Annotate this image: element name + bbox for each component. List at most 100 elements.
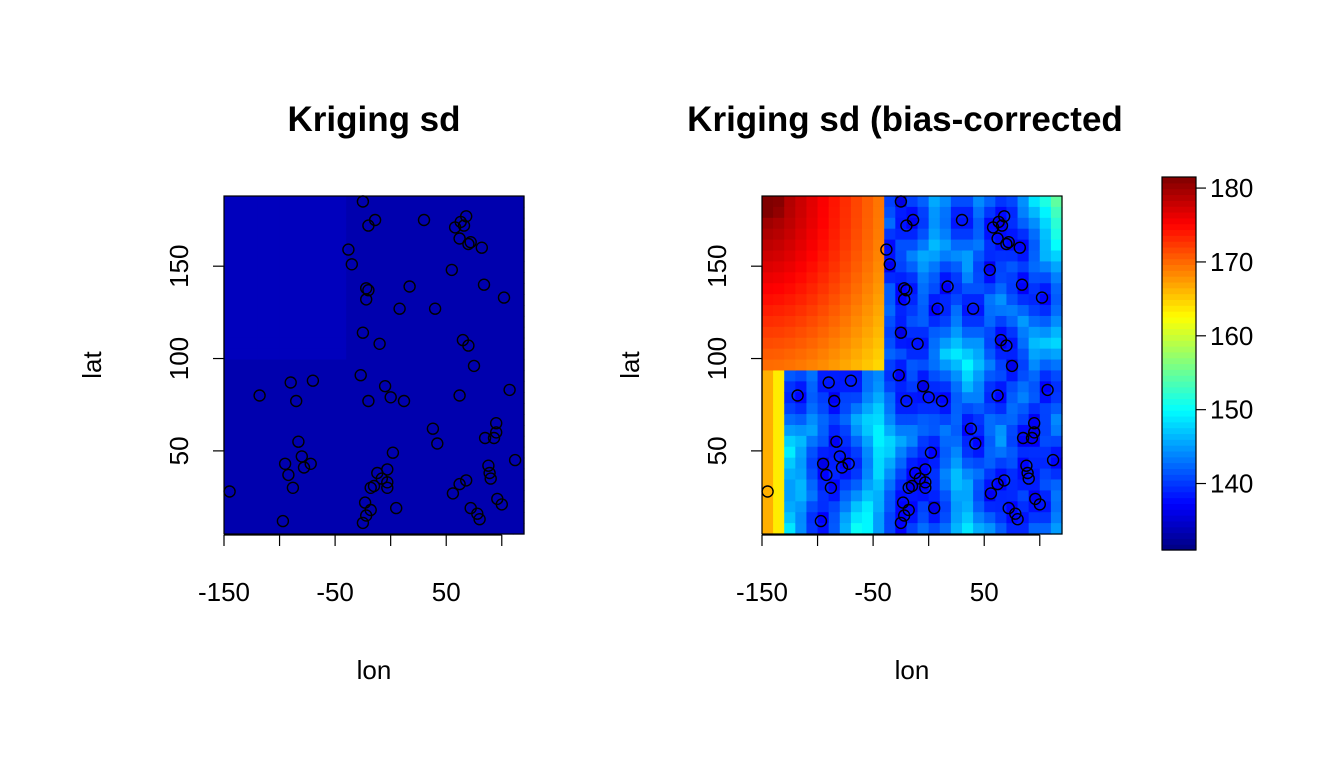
- heatmap-cell: [424, 392, 436, 404]
- heatmap-cell: [1039, 512, 1052, 524]
- heatmap-cell: [357, 403, 370, 415]
- heatmap-cell: [479, 446, 492, 459]
- heatmap-cell: [950, 381, 963, 393]
- heatmap-cell: [784, 326, 796, 339]
- data-point: [475, 241, 488, 254]
- heatmap-cell: [479, 283, 492, 295]
- heatmap-cell: [368, 315, 381, 328]
- heatmap-cell: [773, 206, 785, 219]
- heatmap-cell: [839, 479, 852, 491]
- heatmap-cell: [401, 468, 414, 481]
- heatmap-cell: [784, 348, 796, 361]
- data-point: [966, 302, 980, 315]
- data-point: [984, 487, 998, 500]
- data-point: [483, 466, 496, 480]
- heatmap-cell: [457, 283, 470, 295]
- heatmap-cell: [301, 206, 314, 219]
- heatmap-cell: [906, 348, 919, 361]
- heatmap-cell: [490, 250, 503, 263]
- heatmap-cell: [335, 501, 347, 513]
- heatmap-cell: [335, 479, 347, 491]
- heatmap-cell: [950, 424, 963, 437]
- data-point: [911, 337, 924, 350]
- heatmap-cell: [512, 490, 525, 502]
- heatmap-cell: [850, 512, 863, 524]
- data-point: [894, 326, 908, 339]
- heatmap-cell: [962, 501, 974, 513]
- heatmap-cell: [873, 501, 885, 513]
- heatmap-cell: [390, 359, 403, 372]
- heatmap-cell: [446, 468, 458, 481]
- colorbar-tick-label: 140: [1210, 469, 1253, 499]
- heatmap-cell: [795, 217, 808, 230]
- heatmap-cell: [1050, 326, 1063, 339]
- heatmap-cell: [435, 250, 447, 263]
- data-point: [490, 426, 503, 439]
- data-point: [477, 278, 491, 291]
- heatmap-cell: [512, 294, 525, 306]
- heatmap-cell: [862, 250, 874, 263]
- heatmap-cell: [862, 457, 874, 470]
- heatmap-cell: [939, 468, 952, 481]
- heatmap-cell: [973, 501, 985, 513]
- heatmap-cell: [224, 446, 236, 459]
- heatmap-cell: [501, 196, 514, 208]
- heatmap-cell: [1050, 337, 1063, 350]
- heatmap-cell: [873, 370, 885, 382]
- heatmap-cell: [424, 206, 436, 219]
- heatmap-cell: [457, 468, 470, 481]
- heatmap-cell: [301, 250, 314, 263]
- heatmap-cell: [424, 446, 436, 459]
- heatmap-cell: [806, 348, 819, 361]
- heatmap-cell: [446, 261, 458, 273]
- colorbar-step: [1162, 241, 1196, 248]
- heatmap-cell: [279, 196, 292, 208]
- heatmap-cell: [446, 250, 458, 263]
- heatmap-cell: [817, 261, 830, 273]
- heatmap-cell: [917, 294, 930, 306]
- heatmap-cell: [290, 315, 303, 328]
- data-point: [1005, 359, 1019, 373]
- heatmap-cell: [817, 294, 830, 306]
- heatmap-cell: [501, 523, 514, 535]
- heatmap-cell: [324, 446, 336, 459]
- heatmap-cell: [346, 206, 358, 219]
- heatmap-cell: [457, 206, 470, 219]
- data-point: [964, 422, 978, 435]
- heatmap-cell: [468, 348, 481, 361]
- heatmap-cell: [401, 446, 414, 459]
- heatmap-cell: [335, 446, 347, 459]
- heatmap-cell: [490, 326, 503, 339]
- heatmap-cell: [984, 206, 996, 219]
- heatmap-cell: [873, 414, 885, 426]
- heatmap-cell: [401, 337, 414, 350]
- heatmap-cell: [917, 370, 930, 382]
- heatmap-cell: [839, 424, 852, 437]
- heatmap-cell: [917, 206, 930, 219]
- heatmap-cell: [312, 424, 325, 437]
- heatmap-cell: [906, 414, 919, 426]
- heatmap-cell: [839, 490, 852, 502]
- heatmap-cell: [962, 337, 974, 350]
- heatmap-cell: [279, 424, 292, 437]
- heatmap-cell: [512, 217, 525, 230]
- heatmap-cell: [390, 370, 403, 382]
- heatmap-cell: [850, 424, 863, 437]
- heatmap-cell: [457, 457, 470, 470]
- heatmap-cell: [446, 424, 458, 437]
- heatmap-cell: [335, 512, 347, 524]
- data-point: [900, 394, 913, 408]
- heatmap-cell: [795, 370, 808, 382]
- heatmap-cell: [279, 294, 292, 306]
- x-axis-label: lon: [895, 655, 930, 685]
- heatmap-cell: [884, 294, 896, 306]
- heatmap-cell: [906, 424, 919, 437]
- heatmap-cell: [235, 239, 247, 252]
- data-point: [362, 284, 375, 297]
- heatmap-cell: [446, 196, 458, 208]
- heatmap-cell: [290, 370, 303, 382]
- heatmap-cell: [268, 228, 281, 241]
- heatmap-cell: [762, 337, 774, 350]
- heatmap-cell: [224, 305, 236, 317]
- heatmap-cell: [246, 217, 258, 230]
